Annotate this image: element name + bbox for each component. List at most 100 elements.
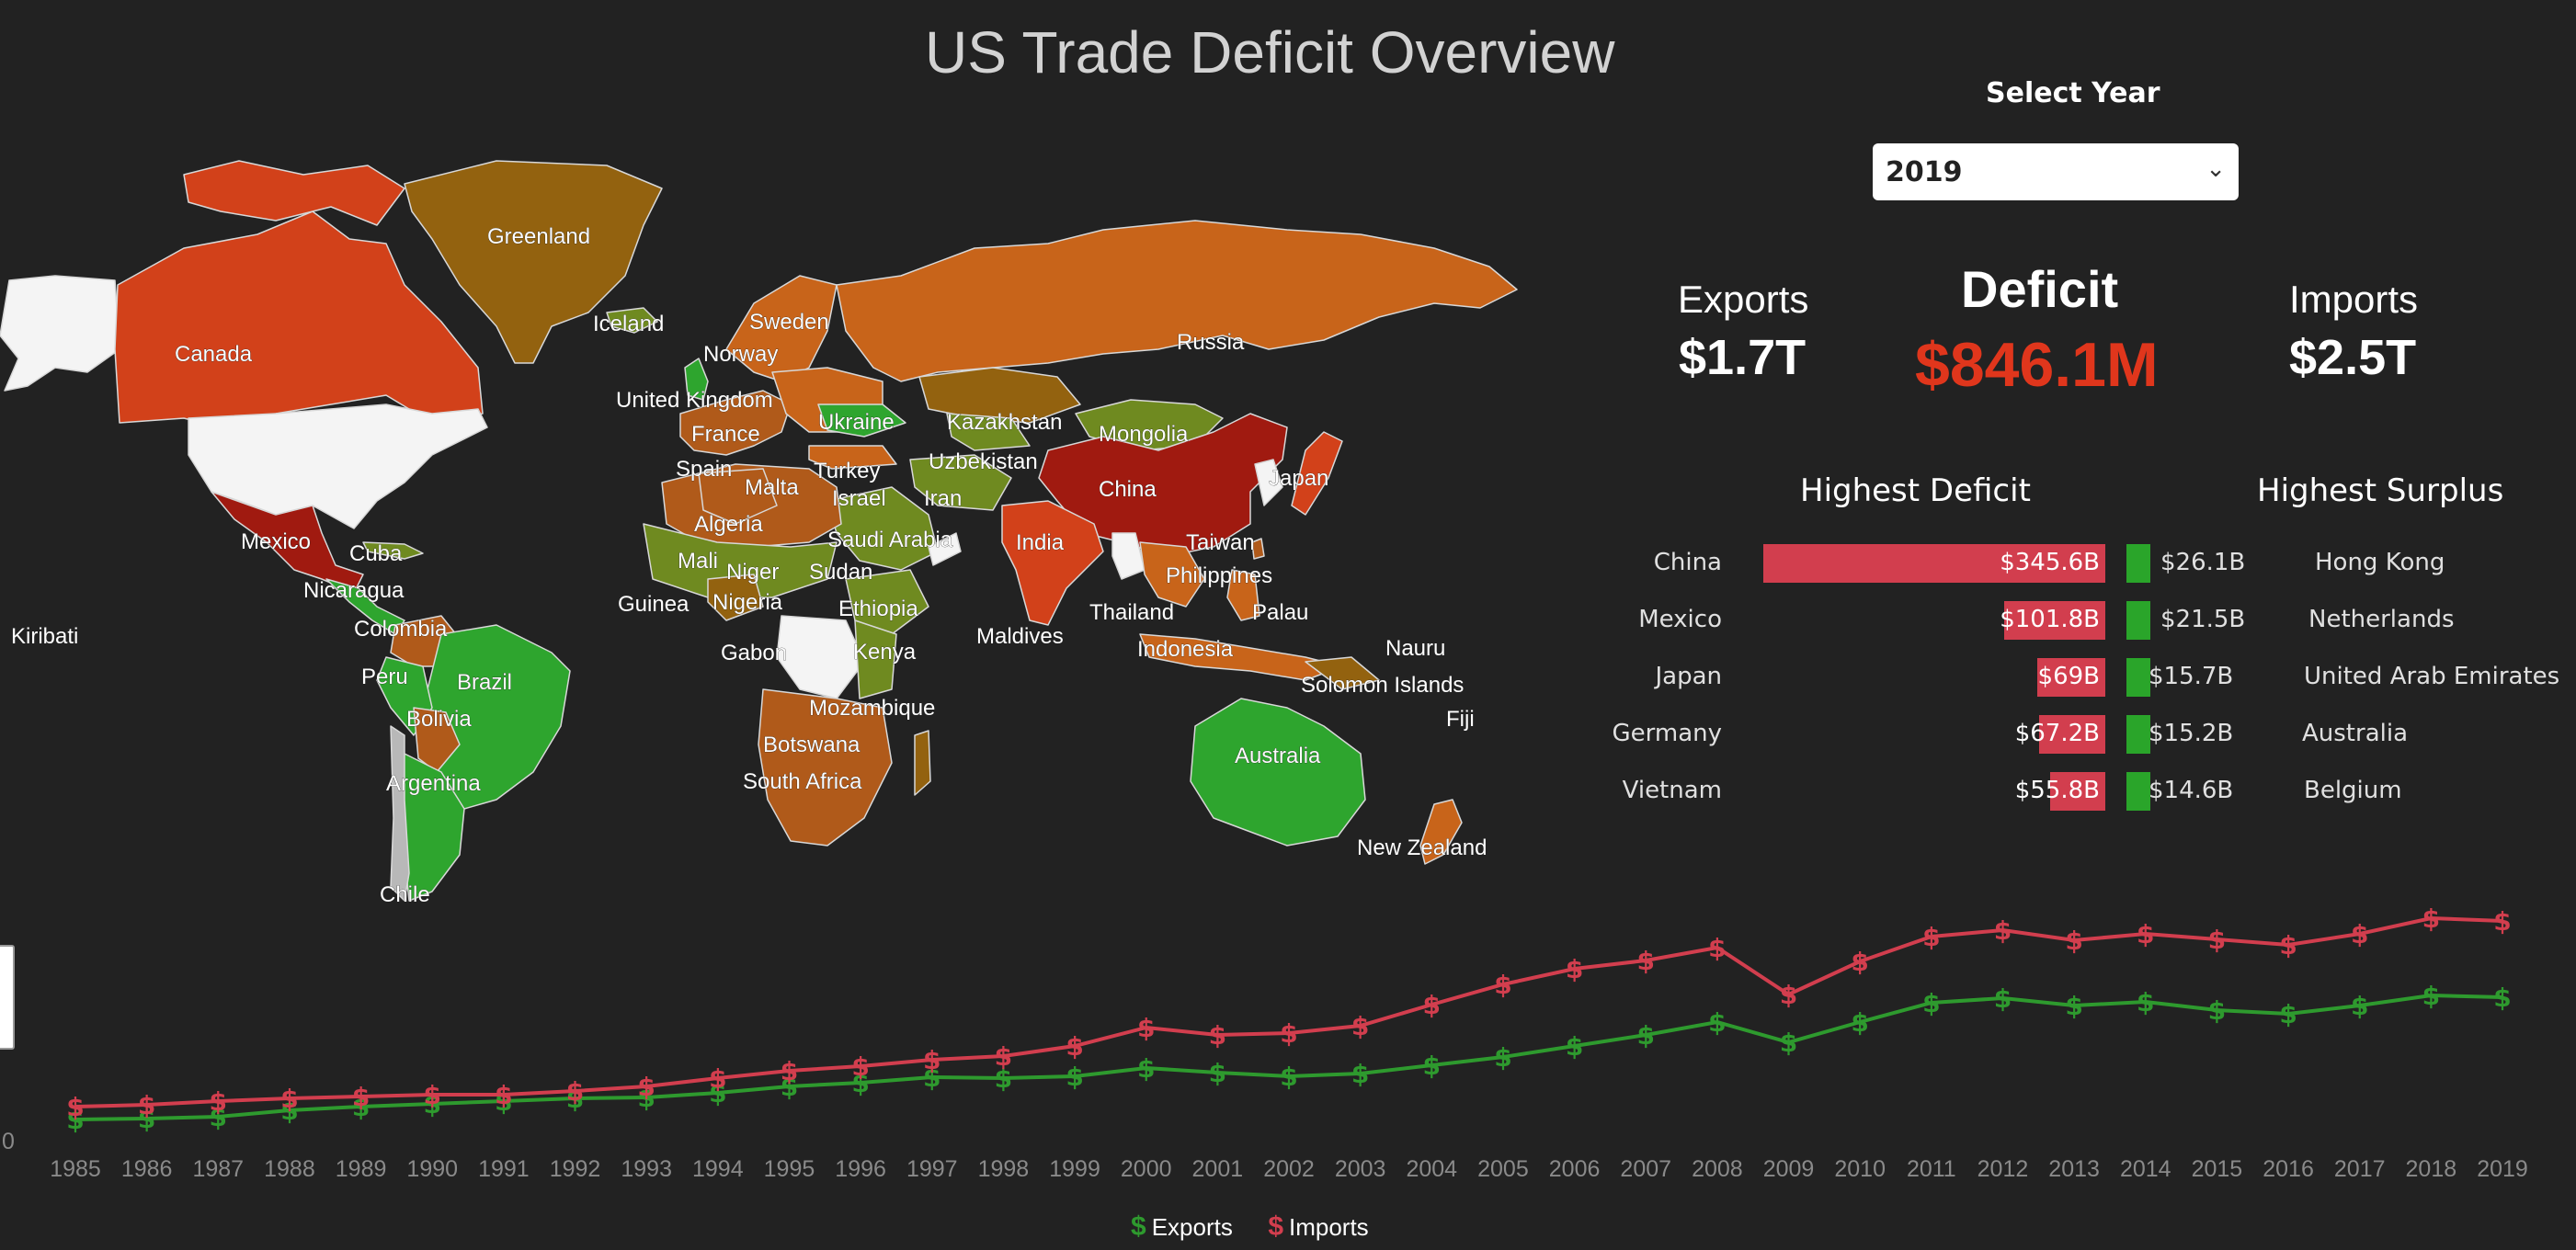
series-line-imports[interactable] — [74, 915, 2503, 1108]
data-point-exports[interactable]: $ — [1423, 1051, 1441, 1081]
map-country-myanmar[interactable] — [1111, 532, 1146, 580]
data-point-imports[interactable]: $ — [1280, 1018, 1297, 1049]
deficit-bar[interactable] — [2004, 601, 2105, 640]
map-central-africa[interactable] — [776, 615, 865, 699]
data-point-imports[interactable]: $ — [1636, 946, 1654, 976]
data-point-exports[interactable]: $ — [1351, 1059, 1369, 1089]
data-point-exports[interactable]: $ — [923, 1062, 940, 1093]
map-southern-africa[interactable] — [758, 688, 893, 847]
data-point-exports[interactable]: $ — [138, 1104, 155, 1134]
data-point-imports[interactable]: $ — [2279, 930, 2297, 960]
surplus-bar[interactable] — [2126, 658, 2150, 697]
world-map[interactable]: Greenland Iceland Canada Sweden Norway U… — [0, 138, 1544, 910]
data-point-imports[interactable]: $ — [995, 1041, 1012, 1072]
data-point-exports[interactable]: $ — [1851, 1007, 1868, 1038]
map-caribbean[interactable] — [362, 541, 424, 560]
deficit-bar[interactable] — [2038, 715, 2105, 754]
map-country-australia[interactable] — [1190, 698, 1366, 847]
data-point-exports[interactable]: $ — [2351, 991, 2368, 1021]
map-country-iceland[interactable] — [606, 307, 658, 334]
map-country-nigeria[interactable] — [707, 574, 764, 621]
data-point-exports[interactable]: $ — [1922, 988, 1940, 1018]
data-point-imports[interactable]: $ — [280, 1084, 298, 1114]
data-point-exports[interactable]: $ — [66, 1105, 84, 1135]
data-point-imports[interactable]: $ — [1922, 922, 1940, 952]
data-point-exports[interactable]: $ — [423, 1089, 440, 1119]
map-country-madagascar[interactable] — [914, 730, 931, 796]
map-country-uae[interactable] — [928, 532, 962, 566]
data-point-exports[interactable]: $ — [2065, 991, 2082, 1021]
data-point-imports[interactable]: $ — [138, 1090, 155, 1120]
map-east-africa[interactable] — [854, 619, 897, 699]
map-country-kazakhstan[interactable] — [918, 367, 1081, 424]
surplus-bar[interactable] — [2126, 772, 2150, 811]
map-southeast-asia[interactable] — [1139, 541, 1205, 608]
data-point-imports[interactable]: $ — [1209, 1020, 1226, 1051]
deficit-bar[interactable] — [1763, 544, 2105, 583]
data-point-imports[interactable]: $ — [423, 1080, 440, 1110]
data-point-imports[interactable]: $ — [851, 1051, 869, 1082]
map-country-japan[interactable] — [1291, 431, 1343, 516]
data-point-exports[interactable]: $ — [2208, 995, 2226, 1026]
data-point-exports[interactable]: $ — [1636, 1020, 1654, 1051]
legend-imports[interactable]: $ Imports — [1268, 1211, 1368, 1243]
data-point-exports[interactable]: $ — [2137, 987, 2154, 1017]
data-point-exports[interactable]: $ — [352, 1092, 370, 1122]
map-country-korea[interactable] — [1254, 459, 1283, 506]
data-point-imports[interactable]: $ — [352, 1082, 370, 1112]
data-point-imports[interactable]: $ — [66, 1092, 84, 1122]
deficit-bar[interactable] — [2036, 658, 2105, 697]
data-point-exports[interactable]: $ — [781, 1072, 798, 1102]
surplus-bar[interactable] — [2126, 601, 2150, 640]
map-canada-arctic-islands[interactable] — [183, 160, 405, 226]
map-country-india[interactable] — [1001, 500, 1104, 626]
surplus-bar[interactable] — [2126, 715, 2150, 754]
map-country-iran[interactable] — [909, 454, 1012, 511]
map-country-ukraine[interactable] — [817, 403, 906, 438]
data-point-exports[interactable]: $ — [851, 1068, 869, 1098]
data-point-exports[interactable]: $ — [1280, 1062, 1297, 1092]
data-point-imports[interactable]: $ — [495, 1080, 512, 1110]
map-sahel[interactable] — [643, 523, 838, 598]
map-scandinavia[interactable] — [725, 275, 838, 382]
data-point-exports[interactable]: $ — [1780, 1028, 1797, 1058]
map-country-png[interactable] — [1305, 656, 1380, 690]
deficit-bar[interactable] — [2049, 772, 2105, 811]
data-point-imports[interactable]: $ — [1423, 990, 1441, 1020]
map-country-mexico[interactable] — [211, 491, 364, 594]
map-country-uk[interactable] — [684, 358, 709, 401]
map-country-philippines[interactable] — [1226, 569, 1260, 621]
data-point-exports[interactable]: $ — [280, 1096, 298, 1126]
data-point-imports[interactable]: $ — [2137, 919, 2154, 949]
series-line-exports[interactable] — [74, 993, 2503, 1121]
data-point-imports[interactable]: $ — [566, 1076, 584, 1107]
data-point-imports[interactable]: $ — [709, 1063, 726, 1094]
data-point-imports[interactable]: $ — [2208, 925, 2226, 955]
data-point-exports[interactable]: $ — [1137, 1053, 1155, 1084]
data-point-imports[interactable]: $ — [1351, 1011, 1369, 1041]
data-point-imports[interactable]: $ — [2422, 903, 2440, 934]
data-point-imports[interactable]: $ — [210, 1086, 227, 1117]
data-point-imports[interactable]: $ — [1780, 980, 1797, 1010]
map-country-chile[interactable] — [390, 725, 410, 902]
map-country-greenland[interactable] — [404, 160, 663, 364]
map-country-alaska[interactable] — [0, 275, 120, 392]
data-point-exports[interactable]: $ — [709, 1078, 726, 1108]
data-point-imports[interactable]: $ — [2351, 919, 2368, 949]
data-point-exports[interactable]: $ — [637, 1083, 655, 1113]
year-dropdown[interactable]: 2019 ⌄ — [1873, 143, 2239, 200]
data-point-imports[interactable]: $ — [1566, 954, 1583, 984]
data-point-exports[interactable]: $ — [995, 1063, 1012, 1094]
data-point-exports[interactable]: $ — [1209, 1058, 1226, 1088]
data-point-exports[interactable]: $ — [1494, 1042, 1511, 1073]
data-point-exports[interactable]: $ — [2493, 983, 2511, 1013]
data-point-imports[interactable]: $ — [1851, 947, 1868, 977]
map-country-ethiopia[interactable] — [845, 569, 929, 635]
data-point-imports[interactable]: $ — [2065, 926, 2082, 956]
data-point-exports[interactable]: $ — [2279, 999, 2297, 1029]
data-point-imports[interactable]: $ — [781, 1056, 798, 1086]
map-country-algeria[interactable] — [698, 468, 778, 525]
data-point-exports[interactable]: $ — [1066, 1062, 1083, 1092]
data-point-imports[interactable]: $ — [1494, 970, 1511, 1000]
data-point-exports[interactable]: $ — [1566, 1031, 1583, 1062]
